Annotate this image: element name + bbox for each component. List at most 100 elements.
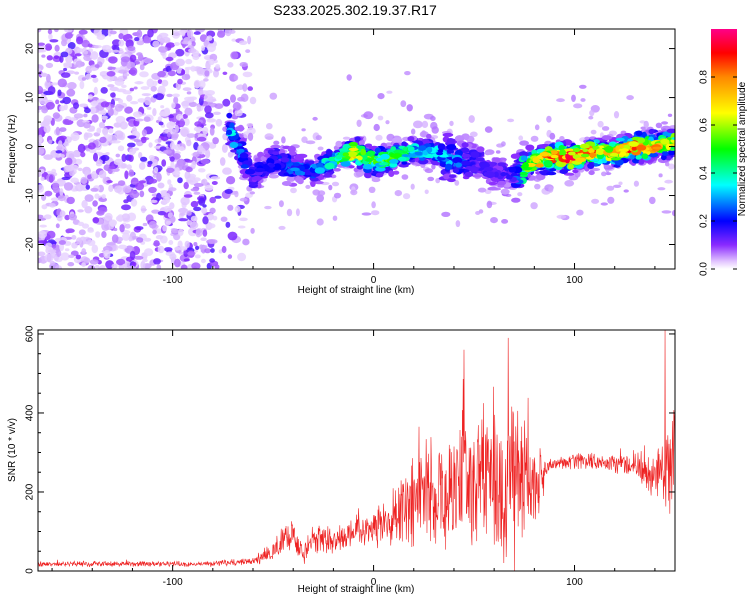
- noise-blob: [77, 167, 83, 172]
- spectrogram-y-tick-label: -20: [25, 237, 36, 252]
- noise-blob: [147, 160, 153, 165]
- noise-blob: [114, 130, 124, 139]
- noise-blob: [168, 187, 177, 192]
- noise-blob: [141, 129, 147, 137]
- noise-blob: [66, 196, 75, 205]
- noise-blob: [99, 136, 107, 144]
- noise-blob: [153, 166, 159, 174]
- noise-blob: [92, 217, 100, 224]
- ridge-blob: [314, 167, 325, 174]
- noise-blob: [198, 90, 204, 96]
- ridge-blob: [388, 170, 395, 178]
- noise-blob: [84, 107, 91, 114]
- ridge-blob: [445, 163, 453, 170]
- ridge-blob: [662, 150, 669, 156]
- noise-blob: [48, 174, 54, 183]
- noise-blob: [130, 101, 139, 105]
- ridge-blob: [535, 163, 544, 168]
- ridge-blob: [461, 153, 471, 158]
- noise-blob: [109, 165, 116, 170]
- noise-blob: [454, 180, 460, 186]
- noise-blob: [201, 207, 208, 214]
- ridge-blob: [268, 163, 276, 168]
- noise-blob: [190, 215, 198, 222]
- noise-blob: [588, 115, 594, 120]
- noise-blob: [107, 242, 116, 246]
- noise-blob: [237, 96, 245, 102]
- noise-blob: [67, 262, 75, 267]
- noise-blob: [41, 204, 48, 210]
- noise-blob: [121, 84, 127, 89]
- ridge-blob: [652, 146, 663, 150]
- ridge-blob: [439, 154, 449, 158]
- noise-blob: [441, 211, 451, 217]
- ridge-blob: [380, 153, 390, 160]
- spectrogram-y-tick-label: 20: [25, 43, 36, 55]
- noise-blob: [203, 93, 213, 102]
- ridge-blob: [635, 130, 643, 137]
- ridge-blob: [240, 164, 249, 169]
- ridge-blob: [273, 140, 280, 145]
- noise-blob: [60, 72, 71, 78]
- ridge-blob: [401, 141, 407, 148]
- noise-blob: [102, 44, 112, 53]
- noise-blob: [149, 158, 158, 167]
- noise-blob: [219, 157, 226, 166]
- ridge-blob: [500, 172, 507, 177]
- noise-blob: [495, 150, 501, 154]
- noise-blob: [146, 106, 152, 110]
- noise-blob: [41, 72, 48, 78]
- noise-blob: [162, 225, 168, 232]
- noise-blob: [600, 202, 608, 206]
- noise-blob: [410, 183, 415, 190]
- noise-blob: [546, 115, 552, 123]
- noise-blob: [601, 171, 607, 177]
- noise-blob: [90, 74, 97, 78]
- ridge-blob: [401, 161, 408, 165]
- noise-blob: [111, 44, 117, 50]
- noise-blob: [189, 221, 199, 229]
- noise-blob: [59, 127, 67, 132]
- noise-blob: [67, 82, 77, 90]
- ridge-blob: [234, 126, 245, 132]
- noise-blob: [111, 140, 121, 144]
- noise-blob: [90, 67, 98, 72]
- noise-blob: [576, 209, 584, 216]
- ridge-blob: [326, 149, 333, 156]
- noise-blob: [43, 154, 54, 160]
- noise-blob: [59, 105, 66, 112]
- noise-blob: [187, 96, 195, 103]
- noise-blob: [38, 134, 43, 144]
- noise-blob: [95, 265, 100, 268]
- noise-blob: [152, 40, 160, 48]
- noise-blob: [403, 193, 411, 200]
- noise-blob: [208, 239, 218, 244]
- noise-blob: [138, 152, 143, 159]
- noise-blob: [350, 189, 358, 196]
- noise-blob: [613, 111, 620, 119]
- ridge-blob: [637, 137, 646, 144]
- noise-blob: [534, 183, 541, 190]
- noise-blob: [50, 197, 60, 202]
- noise-blob: [589, 109, 595, 117]
- noise-blob: [92, 77, 99, 83]
- ridge-blob: [310, 180, 316, 187]
- noise-blob: [179, 118, 185, 128]
- noise-blob: [411, 128, 416, 135]
- noise-blob: [148, 220, 157, 229]
- colorbar-ticks: 0.0 0.2 0.4 0.6 0.8: [699, 70, 737, 276]
- noise-blob: [507, 118, 515, 123]
- noise-blob: [368, 186, 376, 193]
- noise-blob: [202, 126, 209, 135]
- noise-blob: [185, 58, 193, 65]
- ridge-blob: [461, 160, 471, 166]
- noise-blob: [469, 131, 478, 138]
- spectrogram-frame: [37, 28, 676, 270]
- ridge-blob: [365, 158, 371, 162]
- ridge-blob: [426, 133, 432, 140]
- noise-blob: [201, 45, 205, 51]
- noise-blob: [59, 55, 64, 63]
- noise-blob: [91, 114, 99, 123]
- ridge-blob: [448, 174, 457, 179]
